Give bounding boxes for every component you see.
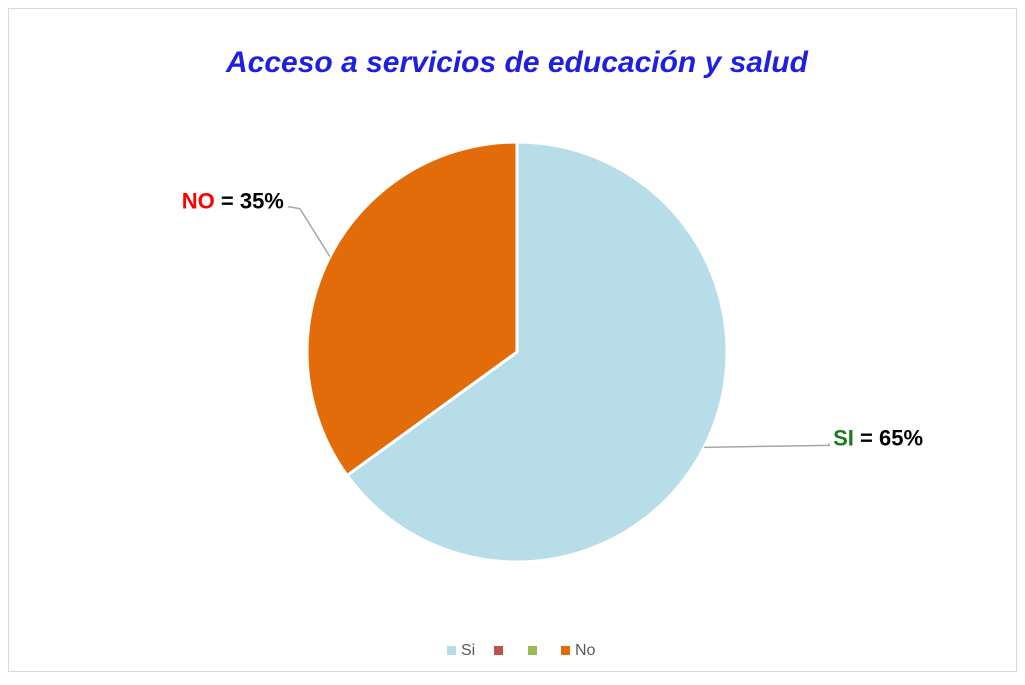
legend-swatch	[447, 646, 456, 655]
chart-title: Acceso a servicios de educación y salud	[225, 46, 809, 79]
data-label: SI = 65%	[833, 425, 923, 450]
data-label: NO = 35%	[182, 188, 284, 213]
leader-line	[704, 443, 830, 449]
label-name: SI	[833, 425, 854, 450]
label-name: NO	[182, 188, 215, 213]
pie-slice	[305, 140, 519, 478]
label-value: = 35%	[215, 188, 284, 213]
legend-swatch	[494, 646, 503, 655]
legend-label: No	[575, 642, 596, 659]
legend-label: Si	[461, 642, 475, 659]
label-value: = 65%	[854, 425, 923, 450]
pie-slice	[345, 140, 729, 564]
leader-line	[287, 205, 331, 258]
legend-swatch	[561, 646, 570, 655]
legend-swatch	[528, 646, 537, 655]
